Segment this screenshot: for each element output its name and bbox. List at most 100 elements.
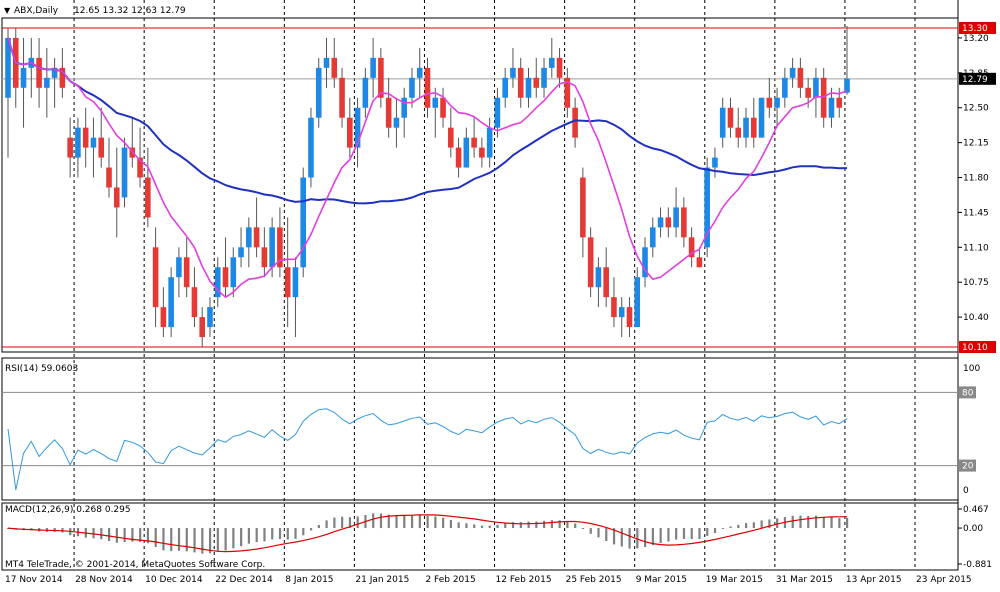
candle-body[interactable] — [362, 77, 369, 108]
candle-body[interactable] — [626, 307, 633, 328]
candle-body[interactable] — [603, 267, 609, 298]
candle-body[interactable] — [479, 147, 485, 158]
candle-body[interactable] — [766, 97, 773, 108]
candle-body[interactable] — [649, 227, 656, 248]
candle-body[interactable] — [789, 67, 796, 78]
candle-body[interactable] — [712, 157, 718, 168]
candle-body[interactable] — [121, 147, 128, 198]
candle-body[interactable] — [836, 97, 843, 108]
candle-body[interactable] — [20, 67, 27, 88]
candle-body[interactable] — [611, 297, 617, 318]
candle-body[interactable] — [113, 187, 120, 208]
candle-body[interactable] — [36, 57, 42, 88]
candle-body[interactable] — [106, 167, 112, 188]
candle-body[interactable] — [183, 257, 190, 288]
price-panel[interactable] — [2, 25, 958, 348]
candle-body[interactable] — [548, 57, 555, 68]
candle-body[interactable] — [199, 317, 206, 338]
candle-body[interactable] — [595, 267, 602, 288]
candle-body[interactable] — [90, 137, 97, 148]
candle-body[interactable] — [277, 227, 283, 268]
candle-body[interactable] — [59, 67, 66, 88]
candle-body[interactable] — [525, 77, 532, 98]
candle-body[interactable] — [331, 57, 338, 78]
candle-body[interactable] — [471, 137, 477, 148]
candle-body[interactable] — [556, 57, 563, 78]
candle-body[interactable] — [580, 177, 586, 238]
candle-body[interactable] — [432, 97, 439, 108]
candle-body[interactable] — [486, 127, 493, 158]
candle-body[interactable] — [642, 247, 648, 278]
candle-body[interactable] — [448, 127, 454, 148]
candle-body[interactable] — [719, 107, 726, 138]
candle-body[interactable] — [844, 78, 850, 93]
candle-body[interactable] — [315, 67, 322, 118]
candle-body[interactable] — [797, 67, 804, 88]
candle-body[interactable] — [494, 97, 501, 128]
candle-body[interactable] — [347, 117, 353, 148]
candle-body[interactable] — [98, 137, 105, 158]
candle-body[interactable] — [455, 147, 462, 168]
candle-body[interactable] — [393, 117, 400, 128]
candle-body[interactable] — [533, 77, 540, 88]
candle-body[interactable] — [587, 237, 594, 288]
candle-body[interactable] — [688, 237, 695, 258]
candle-body[interactable] — [385, 97, 392, 128]
candle-body[interactable] — [378, 57, 384, 98]
candle-body[interactable] — [323, 57, 330, 68]
candle-body[interactable] — [137, 157, 143, 178]
candle-body[interactable] — [828, 97, 835, 118]
candle-body[interactable] — [681, 207, 687, 238]
candle-body[interactable] — [176, 257, 182, 278]
candle-body[interactable] — [673, 207, 679, 228]
candle-body[interactable] — [370, 57, 376, 78]
candle-body[interactable] — [696, 257, 703, 268]
candle-body[interactable] — [261, 247, 268, 268]
candle-body[interactable] — [160, 307, 167, 328]
candle-body[interactable] — [750, 117, 757, 138]
candle-body[interactable] — [222, 267, 229, 288]
candle-body[interactable] — [813, 77, 819, 98]
candle-body[interactable] — [191, 287, 198, 318]
rsi-panel[interactable] — [2, 391, 958, 491]
candle-body[interactable] — [238, 247, 244, 258]
candle-body[interactable] — [292, 267, 299, 298]
candle-body[interactable] — [510, 67, 516, 78]
candle-body[interactable] — [168, 277, 174, 328]
candle-body[interactable] — [743, 117, 749, 138]
candle-body[interactable] — [440, 97, 446, 118]
candle-body[interactable] — [230, 257, 237, 288]
candle-body[interactable] — [339, 77, 345, 118]
candle-body[interactable] — [409, 77, 415, 98]
candle-body[interactable] — [618, 307, 625, 318]
candle-body[interactable] — [774, 97, 780, 108]
candle-body[interactable] — [665, 217, 672, 228]
header-arrow-icon[interactable]: ▼ — [4, 6, 11, 15]
candle-body[interactable] — [634, 277, 641, 328]
candle-body[interactable] — [145, 177, 151, 218]
candle-body[interactable] — [564, 77, 571, 108]
candle-body[interactable] — [152, 247, 159, 308]
candle-body[interactable] — [463, 137, 470, 168]
candle-body[interactable] — [424, 67, 431, 108]
candle-body[interactable] — [517, 67, 524, 98]
candle-body[interactable] — [207, 307, 213, 328]
candle-body[interactable] — [284, 267, 291, 298]
candle-body[interactable] — [572, 107, 578, 138]
candle-body[interactable] — [214, 267, 221, 298]
candle-body[interactable] — [735, 127, 742, 138]
candle-body[interactable] — [782, 77, 788, 98]
candle-body[interactable] — [541, 67, 547, 88]
candle-body[interactable] — [82, 127, 89, 148]
candle-body[interactable] — [416, 67, 423, 78]
candle-body[interactable] — [300, 177, 307, 268]
candle-body[interactable] — [657, 217, 664, 228]
candle-body[interactable] — [308, 117, 314, 178]
candle-body[interactable] — [44, 77, 50, 88]
candle-body[interactable] — [246, 227, 252, 248]
candle-body[interactable] — [502, 77, 508, 98]
candle-body[interactable] — [5, 37, 11, 98]
candle-body[interactable] — [51, 67, 58, 78]
candle-body[interactable] — [269, 227, 275, 268]
